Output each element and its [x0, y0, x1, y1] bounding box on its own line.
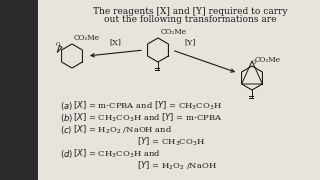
Text: $[Y]$ = H$_2$O$_2$ /NaOH: $[Y]$ = H$_2$O$_2$ /NaOH — [68, 160, 217, 172]
Text: $(a)$: $(a)$ — [60, 100, 73, 112]
Text: $(d)$: $(d)$ — [60, 148, 73, 160]
Text: [Y]: [Y] — [184, 38, 196, 46]
Text: [X]: [X] — [109, 38, 122, 46]
Text: CO₂Me: CO₂Me — [161, 28, 187, 36]
Text: $[X]$ = H$_2$O$_2$ /NaOH and: $[X]$ = H$_2$O$_2$ /NaOH and — [68, 124, 172, 136]
Text: $(b)$: $(b)$ — [60, 112, 73, 124]
Text: $(c)$: $(c)$ — [60, 124, 72, 136]
FancyBboxPatch shape — [38, 0, 320, 180]
Text: The reagents [X] and [Y] required to carry: The reagents [X] and [Y] required to car… — [93, 7, 287, 16]
Text: $[Y]$ = CH$_3$CO$_3$H: $[Y]$ = CH$_3$CO$_3$H — [68, 136, 205, 148]
Text: $[X]$ = CH$_3$CO$_3$H and: $[X]$ = CH$_3$CO$_3$H and — [68, 148, 161, 161]
Text: O: O — [56, 42, 60, 48]
Text: CO₂Me: CO₂Me — [74, 34, 100, 42]
Text: out the following transformations are: out the following transformations are — [104, 15, 276, 24]
Text: $[X]$ = CH$_3$CO$_3$H and $[Y]$ = m-CPBA: $[X]$ = CH$_3$CO$_3$H and $[Y]$ = m-CPBA — [68, 112, 222, 125]
Text: $[X]$ = m-CPBA and $[Y]$ = CH$_3$CO$_3$H: $[X]$ = m-CPBA and $[Y]$ = CH$_3$CO$_3$H — [68, 100, 222, 112]
Text: O: O — [251, 60, 256, 64]
Text: CO₂Me: CO₂Me — [255, 56, 281, 64]
